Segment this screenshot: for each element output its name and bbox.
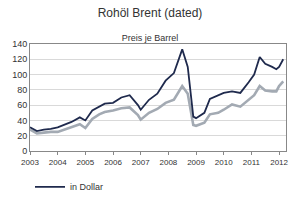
svg-text:2006: 2006: [104, 158, 122, 167]
svg-text:120: 120: [12, 54, 27, 64]
svg-text:60: 60: [17, 100, 27, 110]
svg-text:2008: 2008: [159, 158, 177, 167]
svg-text:2007: 2007: [132, 158, 150, 167]
svg-text:80: 80: [17, 85, 27, 95]
svg-text:2004: 2004: [49, 158, 67, 167]
svg-text:2003: 2003: [21, 158, 39, 167]
svg-text:2012: 2012: [270, 158, 288, 167]
svg-text:140: 140: [12, 39, 27, 49]
svg-text:2009: 2009: [187, 158, 205, 167]
svg-text:2005: 2005: [76, 158, 94, 167]
svg-text:Rohöl Brent (dated): Rohöl Brent (dated): [98, 6, 203, 20]
svg-text:0: 0: [22, 146, 27, 156]
svg-text:2011: 2011: [243, 158, 261, 167]
svg-text:in Dollar: in Dollar: [70, 182, 103, 192]
svg-text:100: 100: [12, 70, 27, 80]
svg-text:20: 20: [17, 131, 27, 141]
svg-text:2010: 2010: [215, 158, 233, 167]
svg-text:Preis je Barrel: Preis je Barrel: [122, 33, 179, 43]
svg-text:40: 40: [17, 116, 27, 126]
